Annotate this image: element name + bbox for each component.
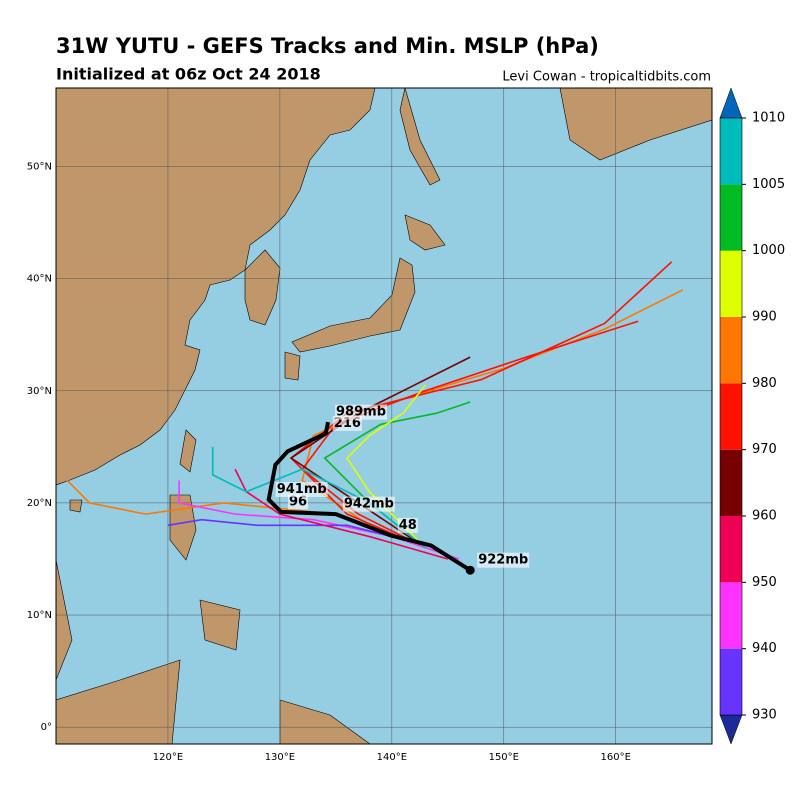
colorbar-segment (720, 184, 742, 251)
colorbar-segment (720, 449, 742, 516)
y-tick-label: 10°N (27, 610, 52, 621)
y-tick-label: 20°N (27, 498, 52, 509)
track-label: 922mb (478, 553, 528, 568)
colorbar-segment (720, 383, 742, 450)
title: 31W YUTU - GEFS Tracks and Min. MSLP (hP… (56, 34, 599, 58)
label-bg (477, 552, 530, 568)
label-bg (275, 482, 328, 498)
colorbar-label: 990 (752, 310, 777, 325)
member-track (167, 518, 437, 549)
colorbar-over (719, 87, 743, 119)
x-tick-label: 120°E (153, 752, 183, 763)
colorbar-label: 950 (752, 575, 777, 590)
x-tick-label: 130°E (265, 752, 295, 763)
colorbar-label: 940 (752, 641, 777, 656)
label-bg (397, 517, 418, 533)
colorbar-label: 1000 (752, 243, 785, 258)
colorbar-segment (720, 118, 742, 185)
colorbar-label: 1010 (752, 111, 785, 126)
mean-track (266, 421, 472, 572)
track-label: 941mb (277, 482, 327, 497)
track-label: 48 (399, 518, 417, 533)
track-label: 942mb (344, 497, 394, 512)
colorbar-segment (720, 516, 742, 583)
colorbar-under (719, 714, 743, 745)
colorbar-label: 980 (752, 376, 777, 391)
colorbar: 930 940 950 960 970 980 990 1000 1005 1010 (719, 87, 785, 745)
y-tick-label: 30°N (27, 386, 52, 397)
colorbar-frame (719, 117, 743, 716)
subtitle: Initialized at 06z Oct 24 2018 (56, 65, 321, 84)
x-tick-label: 140°E (377, 752, 407, 763)
axes: 120°E 130°E 140°E 150°E 160°E 0° 10°N 20°N 30°N 4… (27, 161, 631, 763)
track-label: 96 (289, 494, 307, 509)
colorbar-segment (720, 648, 742, 715)
land (56, 88, 712, 744)
colorbar-label: 930 (752, 708, 777, 723)
y-tick-label: 40°N (27, 274, 52, 285)
label-bg (342, 496, 395, 512)
track-start (465, 565, 475, 575)
x-tick-label: 150°E (489, 752, 519, 763)
colorbar-segment (720, 317, 742, 384)
colorbar-label: 1005 (752, 177, 785, 192)
colorbar-label: 960 (752, 509, 777, 524)
label-bg (288, 494, 309, 510)
y-tick-label: 0° (41, 722, 52, 733)
track-label: 989mb (336, 405, 386, 420)
x-tick-label: 160°E (601, 752, 631, 763)
colorbar-segment (720, 582, 742, 649)
map-frame (55, 87, 713, 745)
y-tick-label: 50°N (27, 161, 52, 172)
member-track (234, 468, 449, 560)
label-bg (335, 404, 388, 420)
credit: Levi Cowan - tropicaltidbits.com (502, 70, 711, 85)
colorbar-segment (720, 250, 742, 317)
colorbar-label: 970 (752, 442, 777, 457)
